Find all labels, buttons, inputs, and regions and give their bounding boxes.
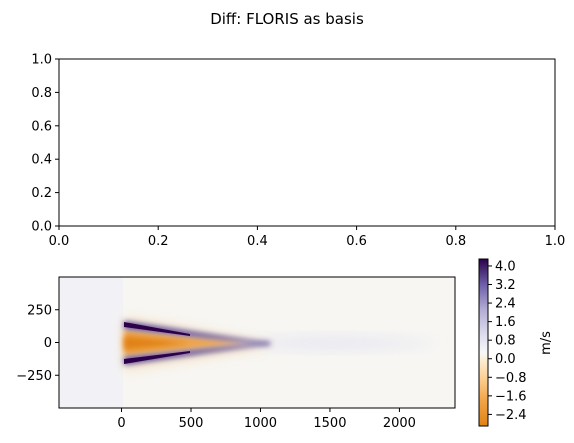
heatmap-field — [59, 277, 455, 408]
colorbar-tick-label: 1.6 — [495, 315, 516, 330]
x-tick-label: 0 — [117, 416, 125, 431]
y-tick-label: 1.0 — [31, 53, 52, 68]
axes-top-frame — [59, 59, 555, 226]
y-tick-label: 0.0 — [31, 220, 52, 235]
y-tick-label: −250 — [16, 369, 52, 384]
x-tick-label: 2000 — [383, 416, 416, 431]
x-tick-label: 0.2 — [148, 234, 169, 249]
x-tick-label: 1500 — [313, 416, 346, 431]
colorbar-tick-label: 3.2 — [495, 278, 516, 293]
colorbar-tick-label: 4.0 — [495, 259, 516, 274]
x-tick-label: 1.0 — [545, 234, 566, 249]
x-tick-label: 500 — [179, 416, 204, 431]
colorbar: 4.0 3.2 2.4 1.6 0.8 0.0 −0.8 −1.6 −2.4 m/s — [479, 259, 554, 426]
colorbar-tick-label: −0.8 — [495, 371, 527, 386]
axes-bottom-x-ticks: 0 500 1000 1500 2000 — [117, 408, 416, 431]
axes-bottom-y-ticks: 250 0 −250 — [16, 303, 59, 384]
colorbar-ticks: 4.0 3.2 2.4 1.6 0.8 0.0 −0.8 −1.6 −2.4 — [488, 259, 527, 422]
y-tick-label: 0.8 — [31, 86, 52, 101]
colorbar-tick-label: 0.0 — [495, 352, 516, 367]
x-tick-label: 0.8 — [445, 234, 466, 249]
y-tick-label: 0.6 — [31, 119, 52, 134]
y-tick-label: 0.4 — [31, 153, 52, 168]
y-tick-label: 0.2 — [31, 186, 52, 201]
colorbar-gradient — [479, 259, 488, 426]
y-tick-label: 250 — [27, 303, 52, 318]
x-tick-label: 0.0 — [49, 234, 70, 249]
x-tick-label: 0.6 — [346, 234, 367, 249]
x-tick-label: 1000 — [244, 416, 277, 431]
x-tick-label: 0.4 — [247, 234, 268, 249]
y-tick-label: 0 — [44, 336, 52, 351]
axes-top: 0.0 0.2 0.4 0.6 0.8 1.0 0.0 0.2 0.4 0.6 0.8 1.0 — [31, 53, 565, 250]
colorbar-tick-label: −1.6 — [495, 389, 527, 404]
colorbar-tick-label: −2.4 — [495, 408, 527, 423]
axes-top-x-ticks: 0.0 0.2 0.4 0.6 0.8 1.0 — [49, 226, 566, 249]
heatmap-upstream-region — [59, 277, 123, 408]
axes-top-y-ticks: 0.0 0.2 0.4 0.6 0.8 1.0 — [31, 53, 59, 235]
colorbar-label: m/s — [539, 331, 554, 355]
figure-title: Diff: FLORIS as basis — [210, 10, 364, 28]
colorbar-tick-label: 2.4 — [495, 297, 516, 312]
colorbar-tick-label: 0.8 — [495, 334, 516, 349]
